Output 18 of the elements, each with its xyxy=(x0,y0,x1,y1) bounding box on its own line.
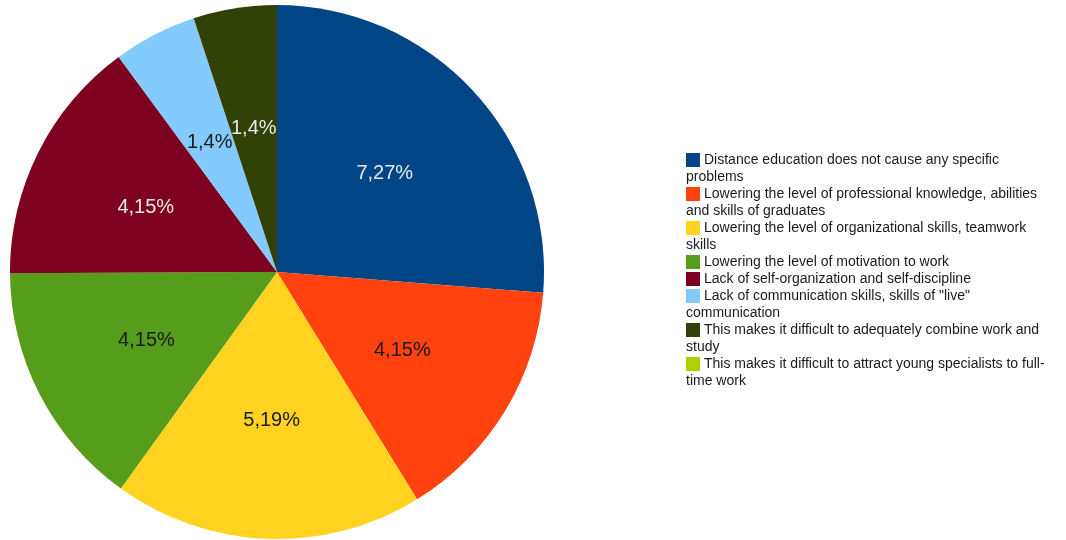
data-label: 4,15% xyxy=(118,328,176,351)
pie-slice xyxy=(10,57,277,274)
legend-label: Lack of communication skills, skills of "live" communication xyxy=(686,287,970,320)
data-label: 5,19% xyxy=(243,407,301,430)
legend-label: This makes it difficult to adequately combine work and study xyxy=(686,321,1040,354)
data-label: 7,27% xyxy=(356,161,414,184)
legend-label: Lowering the level of professional knowledge, abilities and skills of graduates xyxy=(686,185,1038,218)
data-label: 4,15% xyxy=(373,337,431,360)
data-label: 1,4% xyxy=(186,130,233,153)
pie-slice xyxy=(118,18,277,272)
legend-label: Lowering the level of motivation to work xyxy=(704,253,950,269)
legend-label: Lack of self-organization and self-discipline xyxy=(704,270,971,286)
data-label: 4,15% xyxy=(117,195,175,218)
legend-label: Distance education does not cause any specific problems xyxy=(686,151,999,184)
legend-label: Lowering the level of organizational skills, teamwork skills xyxy=(686,219,1027,252)
legend-label: This makes it difficult to attract young specialists to full-time work xyxy=(686,355,1045,388)
pie-slice xyxy=(277,5,544,293)
data-label: 1,4% xyxy=(230,116,277,138)
